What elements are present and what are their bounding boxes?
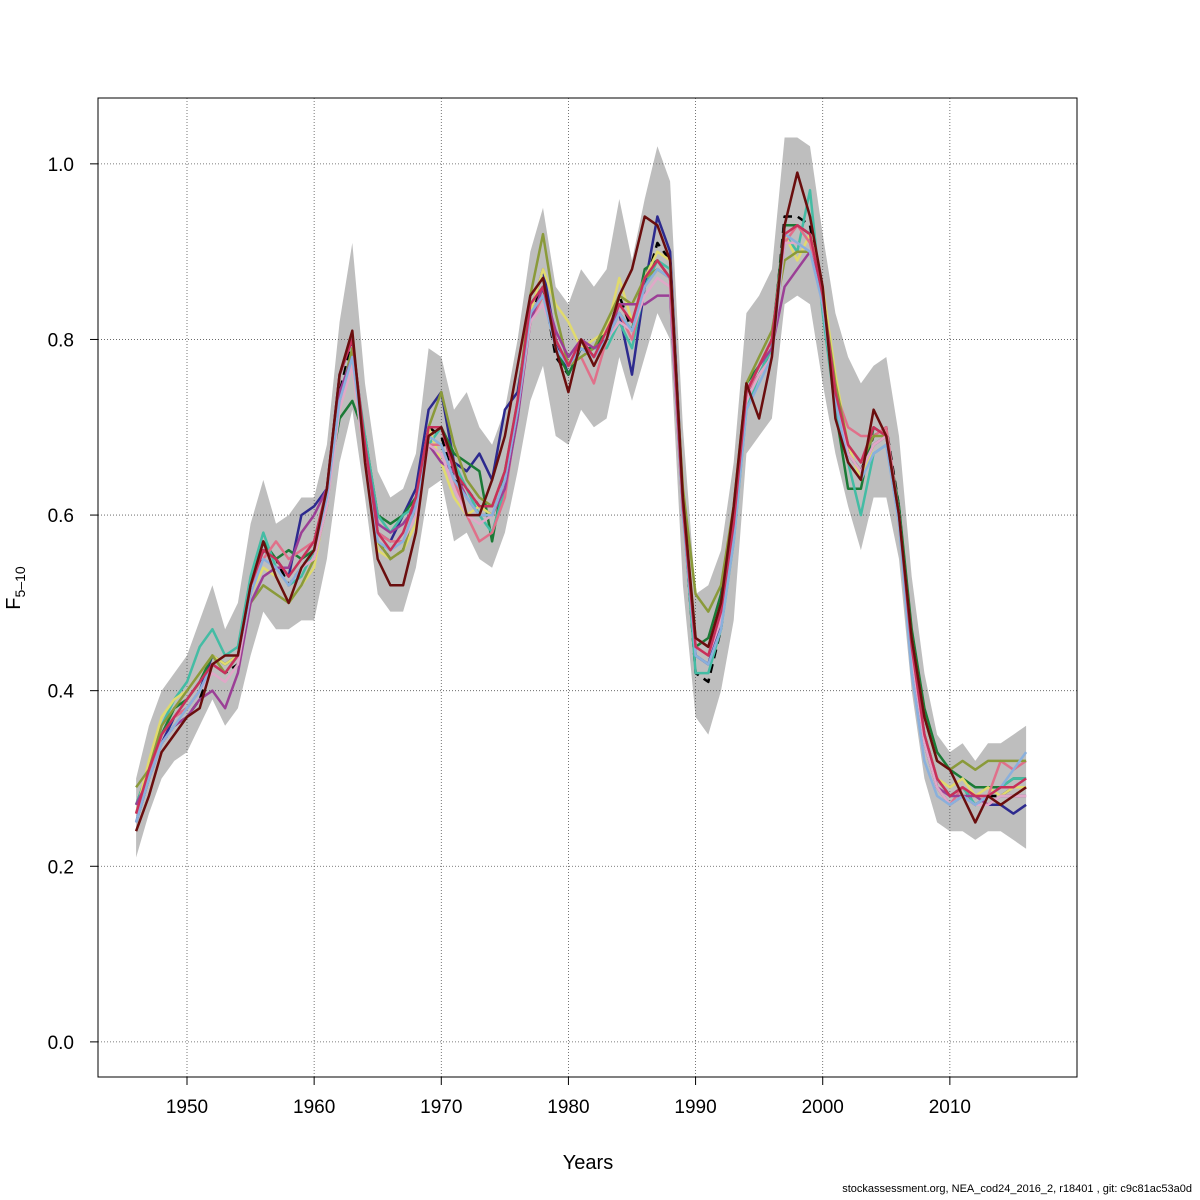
- x-tick-label: 1950: [166, 1097, 208, 1118]
- x-tick-label: 1980: [547, 1097, 589, 1118]
- y-tick-label: 0.6: [48, 506, 74, 527]
- series-line-12: [134, 171, 1027, 832]
- y-tick-label: 0.4: [48, 682, 75, 703]
- series-line-7: [135, 232, 1027, 789]
- x-tick-label: 2010: [929, 1097, 971, 1118]
- y-axis-title-main: F: [3, 597, 25, 609]
- plot-frame: [97, 97, 1078, 1078]
- confidence-band: [136, 137, 1027, 858]
- y-axis-title-subscript: 5–10: [12, 566, 28, 597]
- footer-note: stockassessment.org, NEA_cod24_2016_2, r…: [842, 1183, 1192, 1195]
- series-line-1: [134, 215, 1027, 815]
- confidence-band-area: [136, 137, 1027, 858]
- x-axis-title: Years: [563, 1152, 613, 1174]
- y-axis-title: F5–10: [3, 566, 28, 610]
- y-tick-label: 0.0: [48, 1033, 74, 1054]
- y-axis: 0.0 0.2 0.4 0.6 0.8 1.0: [48, 155, 98, 1054]
- grid: [98, 98, 1077, 1077]
- x-axis: 1950 1960 1970 1980 1990 2000 2010: [166, 1077, 971, 1118]
- x-tick-label: 2000: [802, 1097, 844, 1118]
- x-tick-label: 1960: [293, 1097, 335, 1118]
- series-line-10: [134, 232, 1028, 823]
- x-tick-label: 1990: [674, 1097, 716, 1118]
- y-tick-label: 1.0: [48, 155, 74, 176]
- x-tick-label: 1970: [420, 1097, 462, 1118]
- series-lines: [134, 171, 1028, 832]
- y-tick-label: 0.2: [48, 857, 74, 878]
- y-tick-label: 0.8: [48, 330, 74, 351]
